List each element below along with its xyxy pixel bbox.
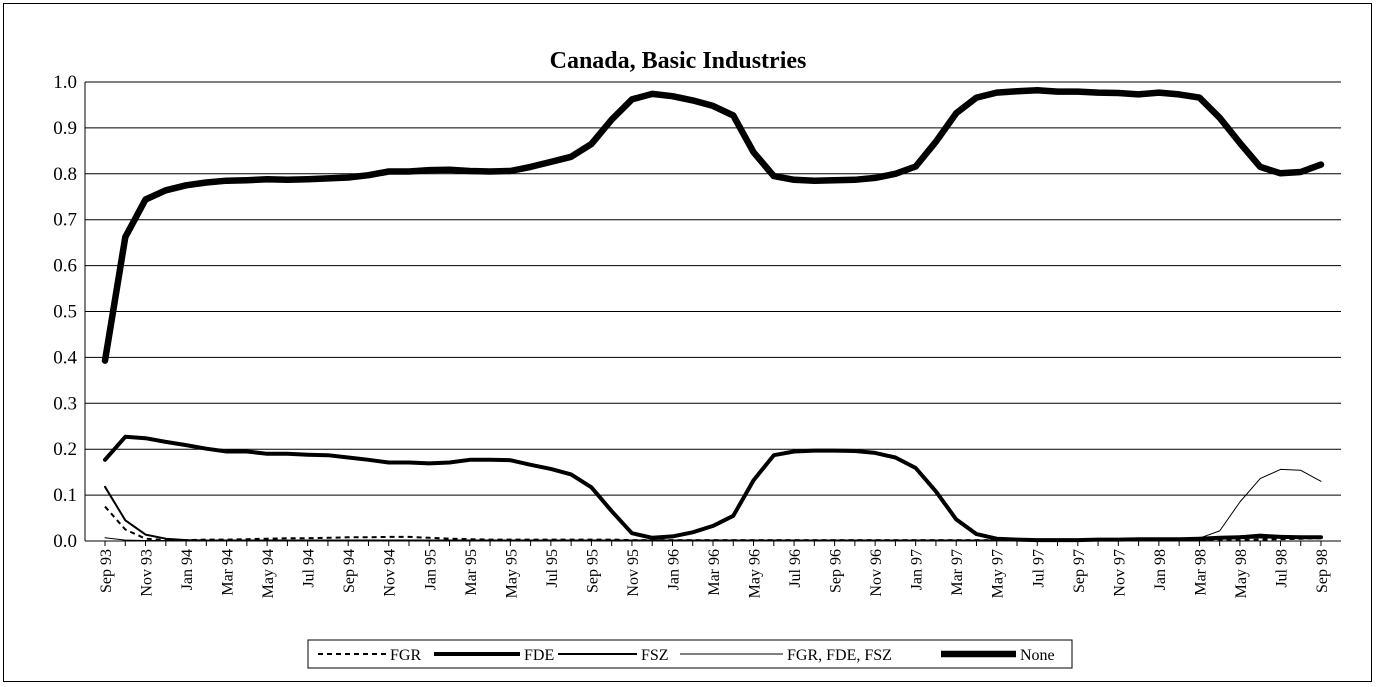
x-tick-label: Mar 94 — [220, 549, 237, 596]
x-tick-label: Nov 96 — [868, 549, 885, 597]
x-tick-label: Jul 97 — [1030, 549, 1047, 588]
x-tick-label: May 98 — [1233, 549, 1250, 598]
y-tick-label: 0.4 — [53, 347, 77, 368]
y-tick-label: 0.7 — [53, 210, 77, 231]
y-tick-label: 0.0 — [53, 531, 77, 552]
y-axis-ticks: 0.0 0.1 0.2 0.3 0.4 0.5 0.6 0.7 0.8 0.9 1.0 — [53, 72, 77, 552]
x-tick-label: Jan 98 — [1152, 549, 1169, 590]
y-tick-label: 0.5 — [53, 302, 77, 323]
x-tick-label: Jul 96 — [787, 549, 804, 588]
y-tick-label: 0.6 — [53, 256, 77, 277]
x-tick-label: Sep 96 — [828, 549, 845, 593]
x-tick-label: Jan 96 — [665, 549, 682, 590]
legend-label: FGR, FDE, FSZ — [787, 647, 892, 664]
gridlines — [85, 81, 1341, 542]
x-tick-label: Mar 97 — [949, 549, 966, 596]
legend: FGR FDE FSZ FGR, FDE, FSZ None — [307, 639, 1073, 669]
x-tick-label: Mar 95 — [463, 549, 480, 596]
x-tick-label: Jan 97 — [909, 549, 926, 590]
x-axis: Sep 93 Nov 93 Jan 94 Mar 94 May 94 Jul 94 Sep … — [84, 82, 1341, 598]
chart-title: Canada, Basic Industries — [550, 48, 807, 74]
x-tick-label: Nov 95 — [625, 549, 642, 597]
chart-frame — [3, 3, 1372, 682]
y-tick-label: 0.8 — [53, 164, 77, 185]
x-tick-label: Mar 98 — [1192, 549, 1209, 596]
x-tick-label: Sep 98 — [1314, 549, 1331, 593]
x-tick-label: Sep 95 — [584, 549, 601, 593]
x-tick-label: Mar 96 — [706, 549, 723, 596]
legend-label: FDE — [524, 647, 554, 664]
y-tick-label: 0.9 — [53, 118, 77, 139]
series-lines — [101, 87, 1325, 543]
x-tick-label: May 97 — [990, 549, 1007, 598]
y-tick-label: 1.0 — [53, 72, 77, 93]
x-tick-label: Jul 94 — [301, 549, 318, 588]
series-line-fde — [103, 434, 1323, 543]
x-tick-label: Nov 97 — [1111, 549, 1128, 597]
x-tick-label: Nov 93 — [139, 549, 156, 597]
y-tick-label: 0.3 — [53, 393, 77, 414]
x-tick-label: May 96 — [747, 549, 764, 598]
y-tick-label: 0.2 — [53, 439, 77, 460]
x-tick-label: Jul 98 — [1273, 549, 1290, 588]
x-tick-label: Jan 94 — [179, 549, 196, 590]
y-tick-label: 0.1 — [53, 485, 77, 506]
x-tick-label: Nov 94 — [382, 549, 399, 597]
legend-label: FGR — [390, 647, 421, 664]
legend-label: FSZ — [641, 647, 669, 664]
legend-label: None — [1020, 647, 1055, 664]
x-tick-label: Sep 93 — [98, 549, 115, 593]
x-tick-label: Jan 95 — [422, 549, 439, 590]
x-tick-label: Jul 95 — [544, 549, 561, 588]
x-tick-label: Sep 97 — [1071, 549, 1088, 593]
x-tick-label: May 94 — [260, 549, 277, 598]
series-line-none — [101, 87, 1325, 364]
x-tick-label: Sep 94 — [341, 549, 358, 593]
series-line-fgr-fde-fsz — [104, 468, 1322, 541]
series-line-fgr — [104, 505, 1322, 542]
x-tick-label: May 95 — [503, 549, 520, 598]
